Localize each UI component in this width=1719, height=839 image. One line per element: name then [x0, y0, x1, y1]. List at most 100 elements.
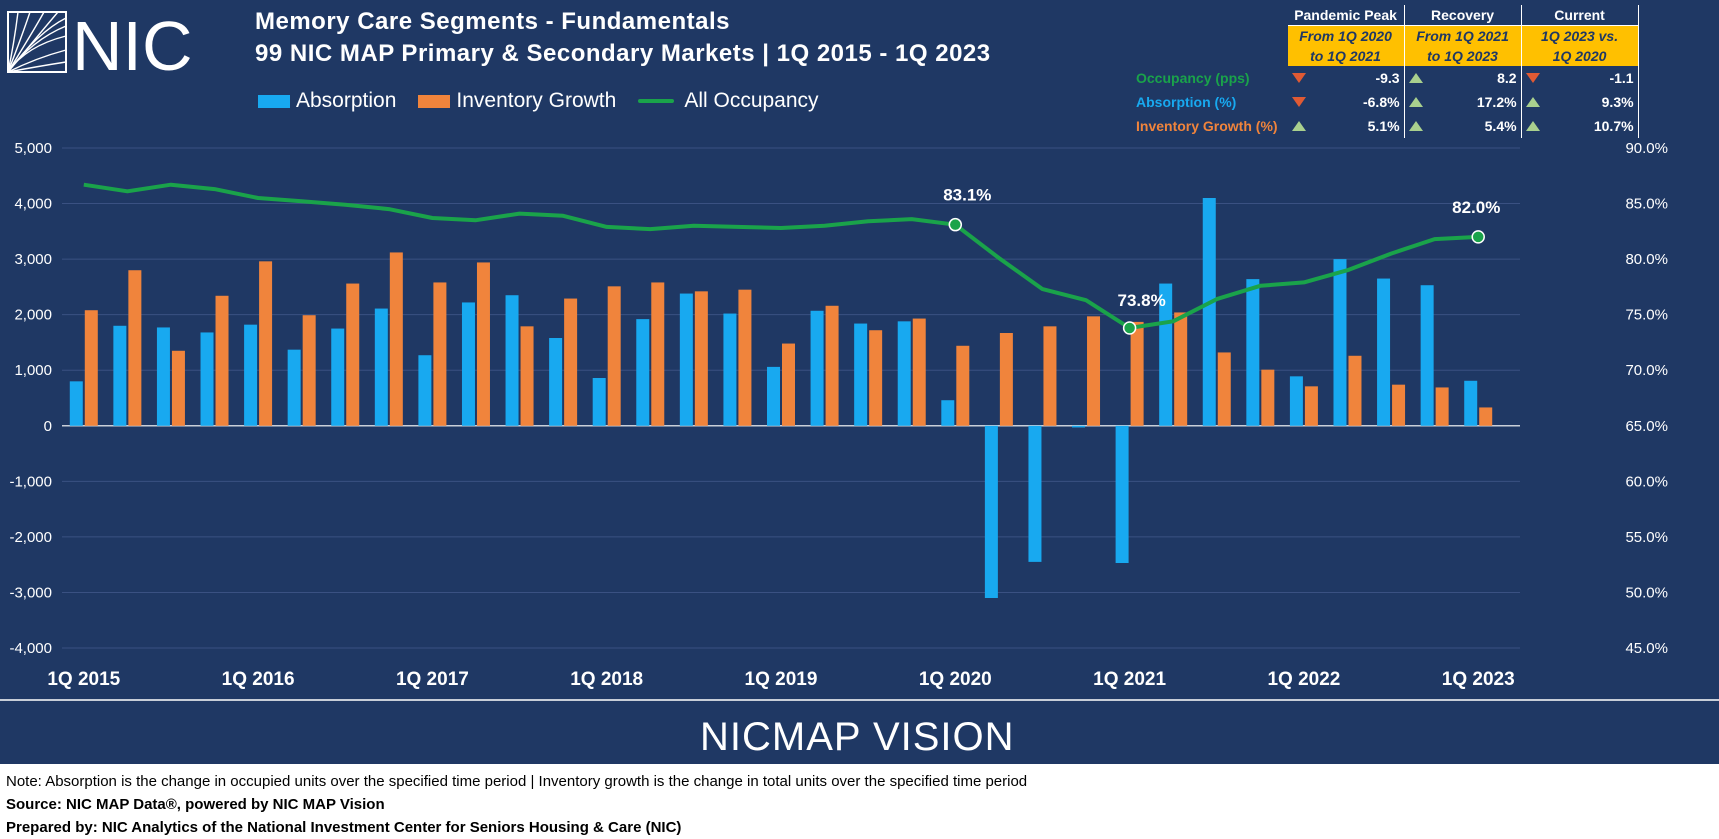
bar-inventory-growth	[1218, 352, 1231, 425]
y-right-tick-label: 65.0%	[1625, 418, 1668, 435]
bar-inventory-growth	[1392, 385, 1405, 426]
bar-inventory-growth	[521, 326, 534, 425]
annotation-marker	[1472, 231, 1484, 243]
bar-inventory-growth	[1261, 370, 1274, 426]
bar-inventory-growth	[738, 290, 751, 426]
bar-absorption	[506, 295, 519, 426]
bar-absorption	[1028, 426, 1041, 562]
x-axis: 1Q 2015 1Q 2016 1Q 2017 1Q 2018 1Q 2019 1Q 20…	[47, 669, 1514, 690]
bar-absorption	[244, 325, 257, 426]
y-right-tick-label: 85.0%	[1625, 196, 1668, 213]
annotation-label: 83.1%	[943, 186, 991, 205]
bar-inventory-growth	[1348, 356, 1361, 426]
y-left-tick-label: -3,000	[9, 584, 52, 601]
y-right-tick-label: 45.0%	[1625, 640, 1668, 657]
bar-absorption	[1203, 198, 1216, 426]
y-right-tick-label: 75.0%	[1625, 307, 1668, 324]
annotation-marker	[1124, 322, 1136, 334]
bar-inventory-growth	[172, 351, 185, 426]
nic-map-vision-logo-text: NICMAP VISION	[700, 715, 1015, 759]
bar-absorption	[593, 378, 606, 426]
bar-inventory-growth	[956, 346, 969, 426]
bar-inventory-growth	[1131, 322, 1144, 426]
x-tick-label: 1Q 2023	[1442, 669, 1515, 690]
y-left-tick-label: -1,000	[9, 473, 52, 490]
source-text: Source: NIC MAP Data®, powered by NIC MA…	[6, 793, 1027, 816]
bar-absorption	[288, 350, 301, 426]
bar-absorption	[331, 329, 344, 426]
bar-inventory-growth	[782, 344, 795, 426]
y-right-tick-label: 50.0%	[1625, 584, 1668, 601]
bar-inventory-growth	[651, 282, 664, 425]
y-right-tick-label: 70.0%	[1625, 362, 1668, 379]
bar-inventory-growth	[564, 299, 577, 426]
bar-absorption	[113, 326, 126, 426]
x-tick-label: 1Q 2021	[1093, 669, 1166, 690]
y-left-tick-label: -4,000	[9, 640, 52, 657]
bar-absorption	[680, 294, 693, 426]
y-left-tick-label: 5,000	[14, 140, 52, 157]
bar-inventory-growth	[1000, 333, 1013, 426]
x-tick-label: 1Q 2017	[396, 669, 469, 690]
occupancy-line-group	[84, 185, 1479, 329]
right-axis: 45.0%50.0%55.0%60.0%65.0%70.0%75.0%80.0%…	[1625, 140, 1668, 657]
bar-absorption	[1246, 279, 1259, 426]
bar-absorption	[549, 338, 562, 426]
prepared-by-text: Prepared by: NIC Analytics of the Nation…	[6, 816, 1027, 839]
bar-inventory-growth	[1479, 407, 1492, 425]
bar-absorption	[1464, 381, 1477, 426]
bar-inventory-growth	[913, 319, 926, 426]
bar-inventory-growth	[346, 284, 359, 426]
x-tick-label: 1Q 2019	[745, 669, 818, 690]
bar-absorption	[201, 332, 214, 425]
bar-inventory-growth	[303, 315, 316, 426]
y-left-tick-label: -2,000	[9, 529, 52, 546]
x-tick-label: 1Q 2016	[222, 669, 295, 690]
bar-absorption	[462, 302, 475, 425]
y-right-tick-label: 60.0%	[1625, 473, 1668, 490]
bar-inventory-growth	[1436, 387, 1449, 425]
x-tick-label: 1Q 2015	[47, 669, 120, 690]
bar-absorption	[70, 381, 83, 425]
annotation-label: 82.0%	[1452, 198, 1500, 217]
bar-inventory-growth	[85, 310, 98, 426]
bar-absorption	[1116, 426, 1129, 563]
bar-inventory-growth	[216, 296, 229, 426]
left-axis: -4,000-3,000-2,000-1,00001,0002,0003,000…	[9, 140, 52, 657]
y-right-tick-label: 80.0%	[1625, 251, 1668, 268]
y-right-tick-label: 90.0%	[1625, 140, 1668, 157]
bar-absorption	[636, 319, 649, 426]
x-tick-label: 1Q 2022	[1267, 669, 1340, 690]
bar-absorption	[418, 355, 431, 426]
bar-inventory-growth	[1305, 386, 1318, 425]
bar-inventory-growth	[477, 262, 490, 425]
bar-absorption	[1421, 285, 1434, 426]
x-tick-label: 1Q 2018	[570, 669, 643, 690]
bar-inventory-growth	[1174, 312, 1187, 425]
y-left-tick-label: 1,000	[14, 362, 52, 379]
bar-absorption	[941, 400, 954, 426]
bar-inventory-growth	[433, 282, 446, 425]
y-left-tick-label: 2,000	[14, 307, 52, 324]
bar-absorption	[723, 314, 736, 426]
bar-absorption	[898, 321, 911, 425]
bar-absorption	[1377, 279, 1390, 426]
bar-inventory-growth	[128, 270, 141, 426]
annotation-marker	[949, 219, 961, 231]
bar-inventory-growth	[826, 306, 839, 426]
bar-absorption	[811, 311, 824, 426]
nic-map-vision-logo: NICMAP VISION	[700, 715, 1015, 760]
bar-absorption	[854, 324, 867, 426]
bar-absorption	[985, 426, 998, 598]
bar-absorption	[375, 309, 388, 426]
annotation-label: 73.8%	[1118, 291, 1166, 310]
bar-inventory-growth	[259, 261, 272, 425]
annotations: 83.1% 73.8% 82.0%	[943, 186, 1500, 334]
bar-inventory-growth	[1087, 316, 1100, 425]
y-left-tick-label: 0	[44, 418, 52, 435]
bar-absorption	[1333, 259, 1346, 426]
bar-absorption	[1072, 426, 1085, 428]
y-left-tick-label: 4,000	[14, 196, 52, 213]
bar-inventory-growth	[390, 252, 403, 425]
